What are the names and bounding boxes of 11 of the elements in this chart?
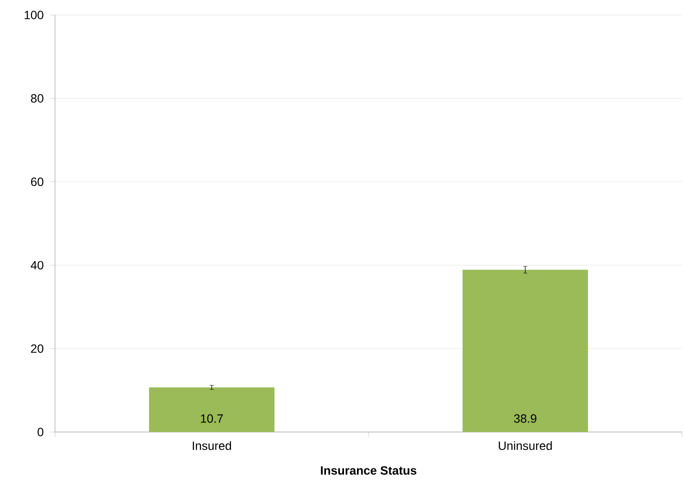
- y-tick-label: 0: [38, 428, 44, 436]
- x-tick-label: Uninsured: [498, 441, 552, 450]
- data-label: 38.9: [514, 414, 536, 423]
- y-tick-label: 100: [24, 10, 44, 20]
- y-tick-label: 20: [31, 344, 44, 353]
- y-tick-label: 60: [31, 178, 44, 186]
- x-tick-label: Insured: [192, 441, 231, 450]
- data-label: 10.7: [200, 414, 223, 423]
- x-axis-title: Insurance Status: [320, 466, 416, 475]
- y-tick-label: 80: [30, 94, 44, 103]
- y-tick-label: 40: [30, 260, 44, 270]
